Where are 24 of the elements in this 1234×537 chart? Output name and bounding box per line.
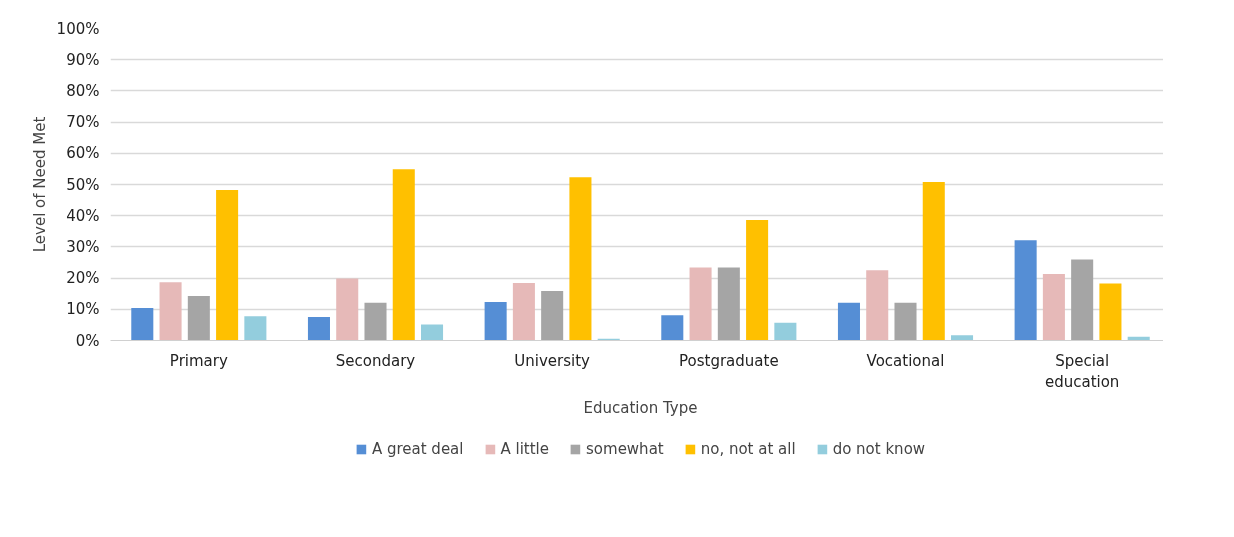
x-axis-title: Education Type: [583, 399, 698, 418]
x-tick-label: Vocational: [866, 351, 945, 370]
y-tick-label: 90%: [66, 50, 100, 69]
x-tick-label: Secondary: [335, 351, 416, 370]
legend-label: A little: [500, 440, 550, 458]
y-tick-label: 100%: [56, 19, 100, 38]
x-tick-label: Special education: [1044, 351, 1120, 392]
y-tick-label: 10%: [66, 300, 100, 319]
y-tick-label: 80%: [66, 81, 100, 100]
legend-label: A great deal: [371, 440, 464, 458]
legend-label: no, not at all: [700, 440, 796, 458]
y-tick-label: 40%: [66, 206, 100, 225]
x-tick-label: Primary: [169, 351, 228, 370]
y-tick-label: 70%: [66, 113, 100, 132]
x-tick-label: University: [514, 351, 591, 370]
y-tick-label: 50%: [66, 175, 100, 194]
x-tick-label: Postgraduate: [679, 351, 779, 370]
y-tick-label: 0%: [75, 331, 100, 350]
legend-label: do not know: [832, 440, 926, 458]
legend-label: somewhat: [586, 440, 664, 458]
y-tick-label: 60%: [66, 144, 100, 163]
y-axis-title: Level of Need Met: [30, 116, 49, 253]
y-tick-label: 30%: [66, 237, 100, 256]
y-tick-label: 20%: [66, 269, 100, 288]
